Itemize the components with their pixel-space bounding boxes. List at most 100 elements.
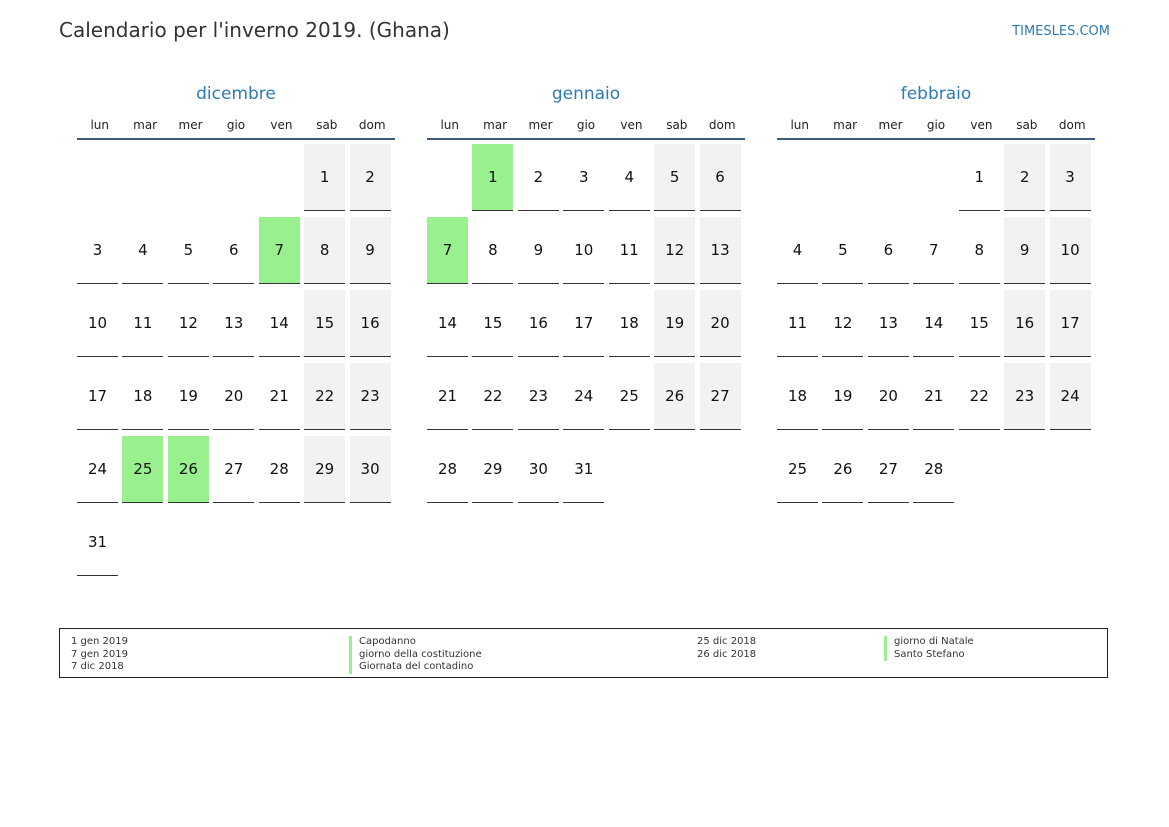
day-cell: 9 [517,217,559,284]
weekday-label: ven [970,118,993,132]
day-cell: 14 [427,290,468,357]
day-cell: 22 [304,363,346,430]
day-cell: 11 [608,217,650,284]
weekday-label: gio [226,118,246,132]
day-cell: 23 [349,363,391,430]
day-cell: 1 [472,144,514,211]
day-cell: 19 [654,290,696,357]
day-cell: 16 [349,290,391,357]
day-cell: 28 [427,436,468,503]
legend-dates-left: 1 gen 2019 7 gen 2019 7 dic 2018 [71,636,128,674]
day-cell: 23 [517,363,559,430]
month-name: dicembre [196,84,276,104]
day-cell: 28 [258,436,300,503]
day-cell: 6 [699,144,741,211]
weekday-header: lun mar mer gio ven sab dom [77,114,395,140]
day-cell: 21 [258,363,300,430]
day-cell: 17 [563,290,605,357]
day-cell: 19 [167,363,209,430]
day-cell: 3 [77,217,118,284]
legend-date: 7 gen 2019 [71,648,129,660]
brand-link[interactable]: TIMESLES.COM [1012,24,1110,39]
day-cell: 30 [517,436,559,503]
weekday-label: lun [440,118,459,132]
day-cell: 18 [777,363,818,430]
weekday-header: lun mar mer gio ven sab dom [427,114,745,140]
weekday-label: mar [833,118,858,132]
legend-names-right: giorno di Natale Santo Stefano [884,636,974,661]
day-cell: 7 [258,217,300,284]
legend-holiday-name: Giornata del contadino [349,661,482,674]
day-cell: 15 [958,290,1000,357]
day-cell: 13 [867,290,909,357]
legend-holiday-name: giorno della costituzione [349,648,482,661]
legend-date: 26 dic 2018 [697,648,757,660]
weekday-label: lun [790,118,809,132]
day-cell: 4 [122,217,164,284]
day-cell: 5 [822,217,864,284]
weekday-label: gio [926,118,946,132]
weekday-label: sab [666,118,688,132]
day-cell: 15 [472,290,514,357]
day-cell: 8 [958,217,1000,284]
day-cell: 16 [1004,290,1046,357]
weekday-label: sab [316,118,338,132]
day-cell: 25 [608,363,650,430]
day-cell: 15 [304,290,346,357]
weekday-label: dom [708,118,736,132]
weekday-label: dom [358,118,386,132]
day-cell: 1 [304,144,346,211]
weekday-label: mar [483,118,508,132]
legend-date: 25 dic 2018 [697,636,757,647]
day-cell: 17 [77,363,118,430]
day-cell: 4 [777,217,818,284]
day-cell: 7 [913,217,955,284]
weekday-label: ven [270,118,293,132]
month-name: gennaio [551,84,621,104]
day-cell: 30 [349,436,391,503]
day-cell: 9 [1004,217,1046,284]
day-cell: 10 [1049,217,1091,284]
day-cell: 6 [867,217,909,284]
day-cell: 20 [867,363,909,430]
day-cell: 14 [258,290,300,357]
day-cell: 21 [427,363,468,430]
weekday-label: lun [90,118,109,132]
day-cell: 2 [349,144,391,211]
day-cell: 28 [913,436,955,503]
day-cell: 4 [608,144,650,211]
day-cell: 26 [654,363,696,430]
day-cell: 5 [167,217,209,284]
day-cell: 6 [213,217,255,284]
legend-holiday-name: giorno di Natale [884,636,974,649]
weekday-label: mer [528,118,553,132]
weekday-label: ven [620,118,643,132]
day-cell: 1 [958,144,1000,211]
day-cell: 31 [77,509,118,576]
day-cell: 21 [913,363,955,430]
legend-date: 7 dic 2018 [71,661,124,672]
day-cell: 8 [472,217,514,284]
day-cell: 26 [167,436,209,503]
holiday-legend: 1 gen 2019 7 gen 2019 7 dic 2018 Capodan… [59,628,1108,678]
day-cell: 18 [608,290,650,357]
legend-dates-right: 25 dic 2018 26 dic 2018 [697,636,756,661]
weekday-label: mer [178,118,203,132]
day-cell: 16 [517,290,559,357]
weekday-label: dom [1058,118,1086,132]
weekday-label: mar [133,118,158,132]
day-cell: 29 [304,436,346,503]
day-cell: 13 [213,290,255,357]
weekday-header: lun mar mer gio ven sab dom [777,114,1095,140]
day-cell: 7 [427,217,468,284]
day-cell: 2 [517,144,559,211]
day-cell: 23 [1004,363,1046,430]
day-cell: 3 [1049,144,1091,211]
month-name: febbraio [900,84,972,104]
day-cell: 29 [472,436,514,503]
page-title: Calendario per l'inverno 2019. (Ghana) [59,18,450,42]
day-cell: 11 [122,290,164,357]
day-cell: 12 [822,290,864,357]
